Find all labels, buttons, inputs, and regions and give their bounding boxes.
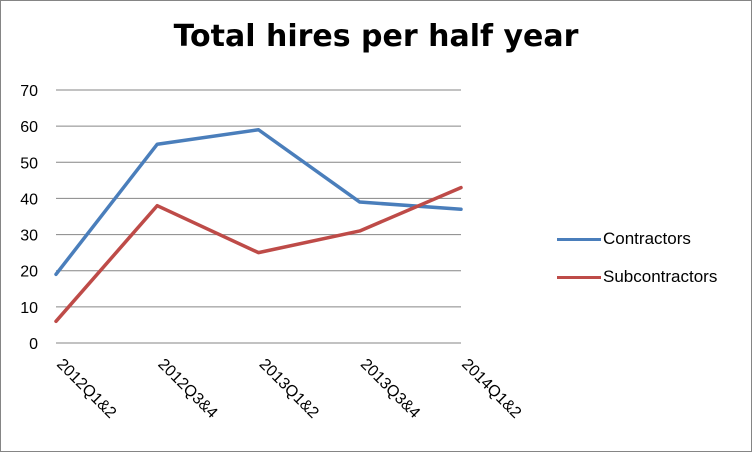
- y-tick-label: 60: [20, 119, 38, 136]
- legend-swatch: [557, 276, 601, 279]
- y-tick-label: 70: [20, 83, 38, 100]
- legend-swatch: [557, 238, 601, 241]
- x-tick-label: 2013Q3&4: [357, 356, 423, 422]
- legend-label: Subcontractors: [603, 267, 718, 286]
- y-tick-label: 50: [20, 155, 38, 172]
- series-line-1: [54, 185, 463, 324]
- y-tick-label: 20: [20, 264, 38, 281]
- x-tick-label: 2013Q1&2: [256, 356, 322, 422]
- chart-title: Total hires per half year: [173, 19, 579, 54]
- legend-label: Contractors: [603, 229, 691, 248]
- y-tick-label: 10: [20, 300, 38, 317]
- series-line-0: [54, 128, 463, 277]
- y-tick-label: 30: [20, 228, 38, 245]
- x-tick-label: 2012Q1&2: [53, 356, 119, 422]
- x-tick-label: 2014Q1&2: [458, 356, 524, 422]
- y-tick-label: 0: [29, 336, 38, 353]
- y-tick-label: 40: [20, 191, 38, 208]
- x-tick-label: 2012Q3&4: [154, 356, 220, 422]
